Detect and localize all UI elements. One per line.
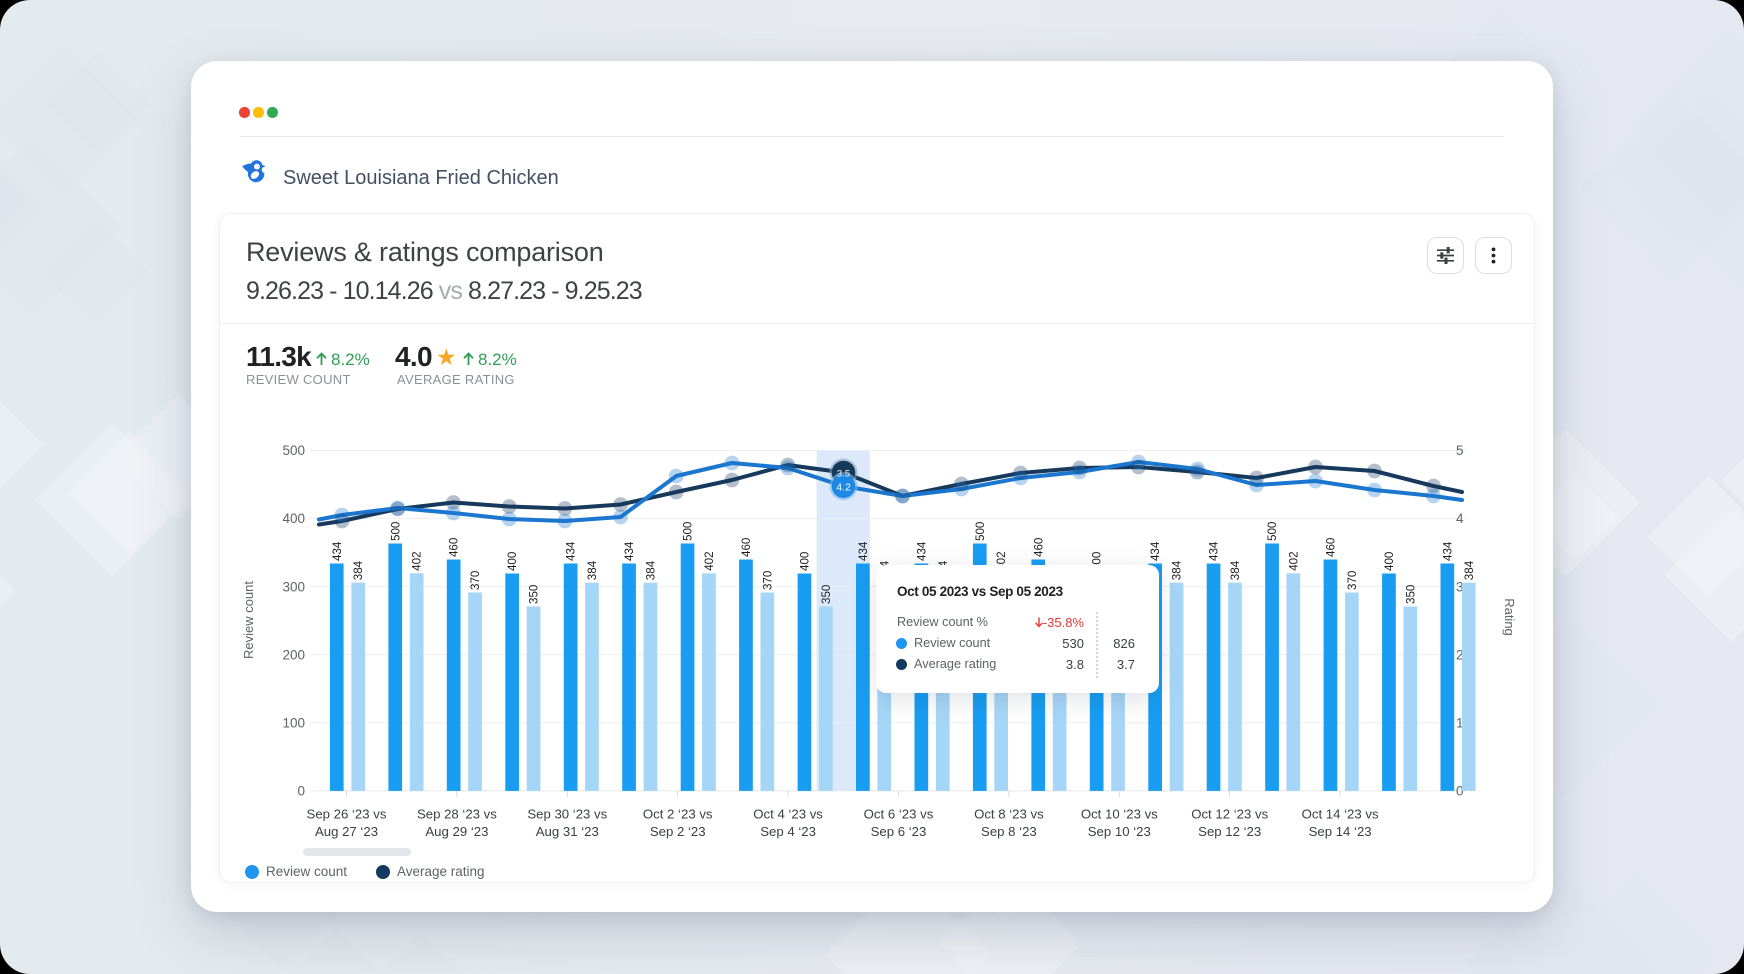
svg-text:402: 402 <box>703 551 716 570</box>
svg-text:Sep 4 ‘23: Sep 4 ‘23 <box>760 824 816 839</box>
svg-text:500: 500 <box>974 522 987 541</box>
svg-text:Sep 30 ‘23 vs: Sep 30 ‘23 vs <box>527 807 607 822</box>
svg-text:434: 434 <box>1441 541 1454 561</box>
svg-text:370: 370 <box>469 571 482 590</box>
svg-text:384: 384 <box>352 560 365 580</box>
svg-text:Sep 8 ‘23: Sep 8 ‘23 <box>981 824 1037 839</box>
svg-text:434: 434 <box>565 541 578 561</box>
svg-text:300: 300 <box>282 579 305 594</box>
svg-text:1: 1 <box>1456 716 1464 731</box>
svg-text:Review count: Review count <box>241 581 256 659</box>
svg-text:3: 3 <box>1456 579 1464 594</box>
svg-text:384: 384 <box>1171 560 1184 580</box>
svg-text:3.5: 3.5 <box>837 468 850 479</box>
svg-text:Aug 31 ‘23: Aug 31 ‘23 <box>536 824 599 839</box>
svg-text:100: 100 <box>282 716 305 731</box>
svg-text:0: 0 <box>297 784 305 799</box>
svg-text:500: 500 <box>282 443 305 458</box>
svg-text:Oct 8 ‘23 vs: Oct 8 ‘23 vs <box>974 807 1044 822</box>
svg-text:0: 0 <box>1456 784 1464 799</box>
svg-text:402: 402 <box>411 551 424 570</box>
svg-text:Sep 26 ‘23 vs: Sep 26 ‘23 vs <box>307 807 387 822</box>
svg-text:200: 200 <box>282 647 305 662</box>
svg-text:500: 500 <box>682 522 695 541</box>
svg-text:434: 434 <box>1208 541 1221 561</box>
svg-text:434: 434 <box>857 541 870 561</box>
svg-text:460: 460 <box>740 538 753 557</box>
svg-text:Sep 28 ‘23 vs: Sep 28 ‘23 vs <box>417 807 497 822</box>
svg-text:Sep 6 ‘23: Sep 6 ‘23 <box>871 824 927 839</box>
svg-text:400: 400 <box>1383 552 1396 571</box>
svg-text:Sep 2 ‘23: Sep 2 ‘23 <box>650 824 706 839</box>
svg-text:434: 434 <box>623 541 636 561</box>
svg-text:4: 4 <box>1456 511 1464 526</box>
svg-text:Rating: Rating <box>1502 598 1517 636</box>
svg-text:370: 370 <box>761 571 774 590</box>
svg-text:Oct 14 ‘23 vs: Oct 14 ‘23 vs <box>1302 807 1379 822</box>
svg-text:400: 400 <box>282 511 305 526</box>
svg-text:460: 460 <box>1032 538 1045 557</box>
svg-text:Oct 6 ‘23 vs: Oct 6 ‘23 vs <box>864 807 934 822</box>
svg-text:5: 5 <box>1456 443 1464 458</box>
svg-text:434: 434 <box>1149 541 1162 561</box>
svg-text:Sep 10 ‘23: Sep 10 ‘23 <box>1088 824 1151 839</box>
svg-text:Oct 2 ‘23 vs: Oct 2 ‘23 vs <box>643 807 713 822</box>
svg-text:460: 460 <box>1325 538 1338 557</box>
svg-text:370: 370 <box>1346 571 1359 590</box>
svg-text:384: 384 <box>1229 560 1242 580</box>
svg-text:434: 434 <box>331 541 344 561</box>
svg-text:Sep 12 ‘23: Sep 12 ‘23 <box>1198 824 1261 839</box>
svg-text:Aug 27 ‘23: Aug 27 ‘23 <box>315 824 378 839</box>
svg-text:350: 350 <box>528 585 541 604</box>
svg-text:Oct 4 ‘23 vs: Oct 4 ‘23 vs <box>753 807 823 822</box>
svg-text:500: 500 <box>1266 522 1279 541</box>
svg-text:Oct 12 ‘23 vs: Oct 12 ‘23 vs <box>1191 807 1268 822</box>
svg-text:400: 400 <box>799 552 812 571</box>
svg-text:Aug 29 ‘23: Aug 29 ‘23 <box>425 824 488 839</box>
svg-text:Oct 10 ‘23 vs: Oct 10 ‘23 vs <box>1081 807 1158 822</box>
svg-text:434: 434 <box>915 541 928 561</box>
svg-text:460: 460 <box>448 538 461 557</box>
svg-text:500: 500 <box>389 522 402 541</box>
svg-text:384: 384 <box>645 560 658 580</box>
svg-text:400: 400 <box>506 552 519 571</box>
svg-text:350: 350 <box>1404 585 1417 604</box>
svg-text:402: 402 <box>1288 551 1301 570</box>
svg-text:2: 2 <box>1456 647 1464 662</box>
svg-text:384: 384 <box>586 560 599 580</box>
svg-text:Sep 14 ‘23: Sep 14 ‘23 <box>1309 824 1372 839</box>
svg-text:384: 384 <box>1463 560 1476 580</box>
svg-text:350: 350 <box>820 585 833 604</box>
svg-text:4.2: 4.2 <box>836 482 851 494</box>
